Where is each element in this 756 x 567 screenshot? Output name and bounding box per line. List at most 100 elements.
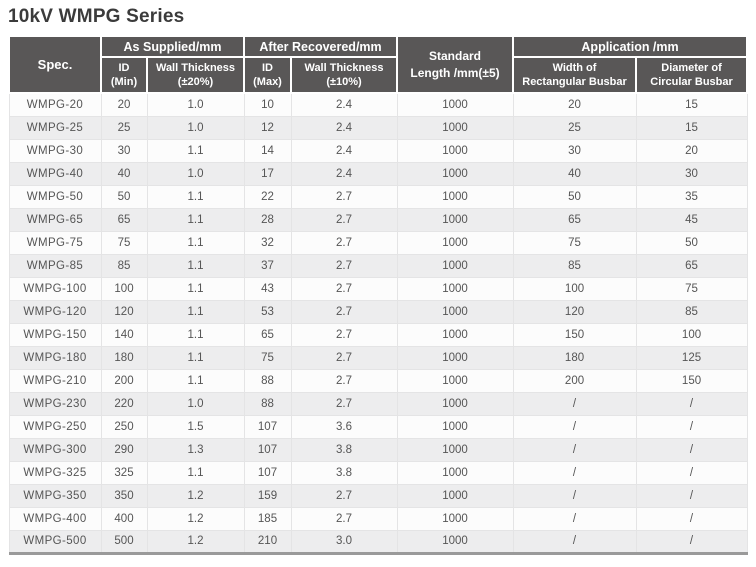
- cell-wall-thickness-10: 2.7: [290, 230, 398, 255]
- cell-busbar-diameter: 50: [635, 230, 748, 255]
- cell-id-max: 210: [243, 529, 292, 555]
- cell-id-max: 107: [243, 414, 292, 439]
- group-header-application: Application /mm: [512, 35, 749, 58]
- table-row: WMPG-75 75 1.1 32 2.7 1000 75 50: [8, 230, 748, 255]
- standard-length-line1: Standard: [429, 49, 482, 64]
- cell-id-max: 32: [243, 230, 292, 255]
- cell-id-max: 107: [243, 460, 292, 485]
- cell-busbar-width: 100: [512, 276, 637, 301]
- standard-length-line2: Length /mm(±5): [410, 65, 500, 80]
- cell-standard-length: 1000: [396, 184, 514, 209]
- cell-id-min: 350: [100, 483, 148, 508]
- cell-id-min: 30: [100, 138, 148, 163]
- cell-wall-thickness-20: 1.1: [146, 460, 245, 485]
- cell-id-min: 200: [100, 368, 148, 393]
- cell-busbar-diameter: 150: [635, 368, 748, 393]
- cell-standard-length: 1000: [396, 368, 514, 393]
- cell-standard-length: 1000: [396, 161, 514, 186]
- col-header-id-max: ID (Max): [243, 56, 292, 94]
- cell-busbar-diameter: 35: [635, 184, 748, 209]
- cell-id-max: 37: [243, 253, 292, 278]
- cell-wall-thickness-20: 1.1: [146, 368, 245, 393]
- col-header-busbar-width: Width of Rectangular Busbar: [512, 56, 638, 94]
- cell-id-max: 17: [243, 161, 292, 186]
- cell-standard-length: 1000: [396, 230, 514, 255]
- cell-busbar-width: /: [512, 460, 637, 485]
- table-row: WMPG-400 400 1.2 185 2.7 1000 / /: [8, 506, 748, 531]
- cell-busbar-diameter: 20: [635, 138, 748, 163]
- cell-id-min: 220: [100, 391, 148, 416]
- cell-busbar-width: 50: [512, 184, 637, 209]
- cell-busbar-width: 65: [512, 207, 637, 232]
- cell-id-max: 14: [243, 138, 292, 163]
- cell-wall-thickness-10: 2.7: [290, 253, 398, 278]
- cell-id-max: 185: [243, 506, 292, 531]
- cell-id-min: 250: [100, 414, 148, 439]
- cell-busbar-width: 85: [512, 253, 637, 278]
- cell-wall-thickness-10: 2.7: [290, 322, 398, 347]
- cell-id-max: 22: [243, 184, 292, 209]
- table-row: WMPG-210 200 1.1 88 2.7 1000 200 150: [8, 368, 748, 393]
- cell-busbar-diameter: 85: [635, 299, 748, 324]
- cell-id-min: 65: [100, 207, 148, 232]
- cell-standard-length: 1000: [396, 345, 514, 370]
- cell-id-min: 140: [100, 322, 148, 347]
- table-row: WMPG-300 290 1.3 107 3.8 1000 / /: [8, 437, 748, 462]
- cell-busbar-width: /: [512, 506, 637, 531]
- table-row: WMPG-250 250 1.5 107 3.6 1000 / /: [8, 414, 748, 439]
- cell-wall-thickness-10: 3.8: [290, 460, 398, 485]
- cell-id-max: 65: [243, 322, 292, 347]
- cell-wall-thickness-20: 1.1: [146, 184, 245, 209]
- table-row: WMPG-100 100 1.1 43 2.7 1000 100 75: [8, 276, 748, 301]
- cell-busbar-width: 75: [512, 230, 637, 255]
- cell-busbar-diameter: 125: [635, 345, 748, 370]
- cell-id-min: 120: [100, 299, 148, 324]
- cell-wall-thickness-20: 1.1: [146, 138, 245, 163]
- cell-wall-thickness-20: 1.2: [146, 529, 245, 555]
- cell-busbar-width: /: [512, 414, 637, 439]
- cell-busbar-diameter: /: [635, 391, 748, 416]
- cell-id-min: 100: [100, 276, 148, 301]
- cell-id-max: 10: [243, 92, 292, 117]
- cell-id-min: 325: [100, 460, 148, 485]
- cell-standard-length: 1000: [396, 138, 514, 163]
- cell-spec: WMPG-75: [8, 230, 102, 255]
- cell-busbar-width: 180: [512, 345, 637, 370]
- cell-standard-length: 1000: [396, 276, 514, 301]
- cell-standard-length: 1000: [396, 322, 514, 347]
- col-header-standard-length: Standard Length /mm(±5): [396, 35, 515, 94]
- cell-wall-thickness-10: 2.4: [290, 161, 398, 186]
- cell-id-min: 85: [100, 253, 148, 278]
- cell-standard-length: 1000: [396, 506, 514, 531]
- cell-wall-thickness-10: 2.4: [290, 115, 398, 140]
- table-row: WMPG-30 30 1.1 14 2.4 1000 30 20: [8, 138, 748, 163]
- cell-spec: WMPG-300: [8, 437, 102, 462]
- cell-busbar-width: /: [512, 437, 637, 462]
- cell-spec: WMPG-400: [8, 506, 102, 531]
- cell-wall-thickness-20: 1.2: [146, 483, 245, 508]
- header-row-subcolumns: ID (Min) Wall Thickness (±20%) ID (Max) …: [9, 56, 749, 94]
- cell-busbar-width: /: [512, 529, 637, 555]
- cell-wall-thickness-10: 2.7: [290, 207, 398, 232]
- cell-id-min: 290: [100, 437, 148, 462]
- cell-wall-thickness-10: 2.7: [290, 184, 398, 209]
- cell-busbar-width: 20: [512, 92, 637, 117]
- cell-standard-length: 1000: [396, 299, 514, 324]
- table-row: WMPG-180 180 1.1 75 2.7 1000 180 125: [8, 345, 748, 370]
- cell-id-min: 180: [100, 345, 148, 370]
- table-row: WMPG-40 40 1.0 17 2.4 1000 40 30: [8, 161, 748, 186]
- cell-id-max: 43: [243, 276, 292, 301]
- cell-wall-thickness-20: 1.1: [146, 253, 245, 278]
- col-header-wall-thickness-20: Wall Thickness (±20%): [146, 56, 245, 94]
- cell-wall-thickness-10: 2.7: [290, 391, 398, 416]
- cell-busbar-width: /: [512, 483, 637, 508]
- cell-spec: WMPG-40: [8, 161, 102, 186]
- cell-wall-thickness-20: 1.1: [146, 345, 245, 370]
- table-row: WMPG-325 325 1.1 107 3.8 1000 / /: [8, 460, 748, 485]
- table-row: WMPG-150 140 1.1 65 2.7 1000 150 100: [8, 322, 748, 347]
- cell-busbar-diameter: /: [635, 483, 748, 508]
- cell-wall-thickness-10: 2.7: [290, 506, 398, 531]
- cell-spec: WMPG-100: [8, 276, 102, 301]
- cell-wall-thickness-20: 1.1: [146, 299, 245, 324]
